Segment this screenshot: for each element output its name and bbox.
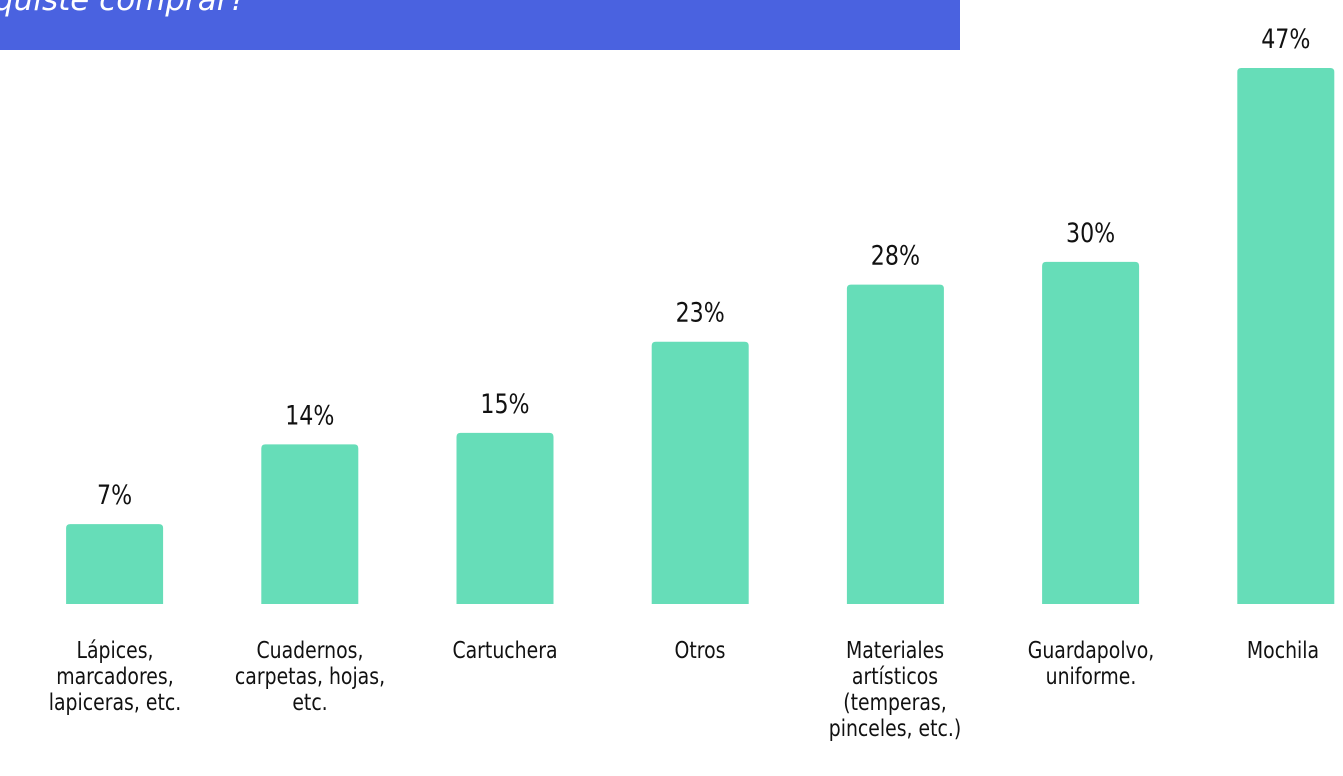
x-tick-label: Lápices, marcadores, lapiceras, etc. — [48, 638, 181, 716]
value-label: 30% — [1066, 217, 1115, 249]
bar — [1237, 68, 1335, 604]
bar — [456, 432, 554, 604]
x-tick-label: Otros — [674, 638, 726, 664]
bar — [651, 341, 749, 604]
value-label: 47% — [1261, 23, 1310, 55]
value-label: 23% — [676, 297, 725, 329]
chart-title: quiste comprar? — [0, 0, 246, 18]
value-label: 15% — [480, 388, 529, 420]
bar — [66, 524, 164, 604]
bar — [846, 284, 944, 604]
value-label: 28% — [871, 240, 920, 272]
x-tick-label: Cuadernos, carpetas, hojas, etc. — [234, 638, 385, 716]
value-label: 7% — [97, 479, 132, 511]
title-banner — [0, 0, 960, 50]
x-tick-label: Mochila — [1246, 638, 1320, 664]
x-tick-label: Materiales artísticos (temperas, pincele… — [829, 638, 962, 742]
bar — [261, 444, 359, 604]
x-tick-label: Cartuchera — [452, 638, 558, 664]
bar — [1042, 261, 1140, 604]
value-label: 14% — [285, 399, 334, 431]
x-tick-label: Guardapolvo, uniforme. — [1027, 638, 1154, 690]
